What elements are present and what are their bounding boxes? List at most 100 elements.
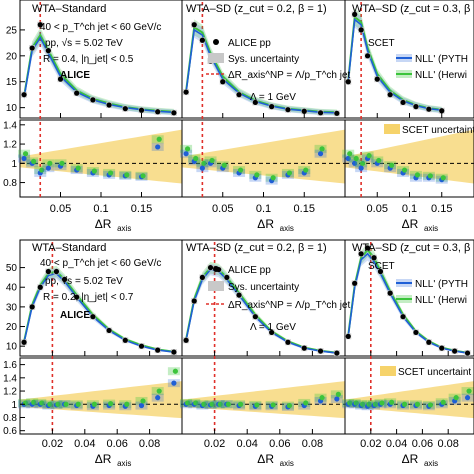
data-point-0-1-10 xyxy=(317,110,324,116)
jet-pt-bottom: 40 < p_T^ch jet < 60 GeV/c xyxy=(40,258,161,269)
x-tick-label-1-2-1: 0.04 xyxy=(386,438,407,450)
data-point-1-2-1 xyxy=(352,280,358,286)
ratio-herwig-point-0-1-2 xyxy=(201,160,207,166)
data-point-1-1-8 xyxy=(269,329,275,336)
data-point-1-1-6 xyxy=(236,292,242,298)
x-axis-label-sub-1-2: axis xyxy=(424,459,438,468)
title-top-middle: WTA–SD (z_cut = 0.2, β = 1) xyxy=(186,3,327,15)
legend-scet-bottom: SCET xyxy=(368,261,395,272)
data-point-0-0-3 xyxy=(45,48,51,54)
ratio-herwig-point-1-2-8 xyxy=(414,401,421,407)
data-point-0-1-8 xyxy=(285,107,291,113)
ratio-y-tick-label-0-1: 1 xyxy=(11,159,17,170)
ratio-y-tick-label-1-1: 0.8 xyxy=(3,413,17,424)
ratio-y-tick-label-0-2: 1.2 xyxy=(3,140,17,151)
ratio-pythia-point-0-2-2 xyxy=(358,165,364,171)
x-tick-label-0-1-2: 0.15 xyxy=(294,203,315,215)
jet-r-top: R = 0.4, |η_jet| < 0.5 xyxy=(43,54,134,65)
ratio-y-tick-label-0-0: 0.8 xyxy=(3,178,17,189)
data-point-1-2-12 xyxy=(464,350,471,356)
x-axis-label-sub-1-1: axis xyxy=(280,459,294,468)
ratio-y-tick-label-1-4: 1.4 xyxy=(3,373,17,384)
ratio-herwig-point-0-1-0 xyxy=(184,146,191,152)
data-point-1-0-1 xyxy=(29,304,35,310)
ratio-herwig-point-0-2-8 xyxy=(427,173,433,179)
ratio-herwig-point-1-1-11 xyxy=(319,395,325,401)
legend-herwig-bottom: NLL' (Herwi xyxy=(415,295,467,306)
scet-band-1-1 xyxy=(182,381,345,419)
experiment-top: ALICE xyxy=(60,70,90,81)
legend-pythia-top: NLL' (PYTH xyxy=(415,54,468,65)
data-point-1-0-5 xyxy=(61,276,68,282)
data-point-1-2-11 xyxy=(452,348,458,354)
ratio-herwig-point-1-2-11 xyxy=(453,395,459,401)
scet-band-0-0 xyxy=(20,129,182,184)
upper-frame-1-1 xyxy=(181,239,346,357)
ratio-pythia-point-1-0-12 xyxy=(171,380,177,386)
experiment-bottom: ALICE xyxy=(60,310,90,321)
ratio-herwig-point-0-1-1 xyxy=(193,155,199,162)
data-point-1-1-1 xyxy=(191,298,197,304)
legend-alice-marker-1 xyxy=(213,266,219,272)
ratio-herwig-point-0-0-3 xyxy=(47,160,53,166)
data-point-0-0-5 xyxy=(74,90,80,96)
title-top-right: WTA–SD (z_cut = 0.3, β = 1) xyxy=(352,3,474,15)
ratio-herwig-point-1-2-1 xyxy=(353,400,359,406)
legend-lambda-top: Λ = 1 GeV xyxy=(250,92,296,103)
ratio-herwig-point-0-2-4 xyxy=(376,157,382,164)
pythia-curve-0-2 xyxy=(347,17,442,111)
data-point-0-2-7 xyxy=(413,104,419,110)
data-point-1-1-10 xyxy=(301,345,307,351)
y-tick-label-1-4: 50 xyxy=(6,263,18,274)
ratio-herwig-point-1-2-2 xyxy=(360,401,366,407)
ratio-herwig-point-0-2-0 xyxy=(347,151,353,157)
ratio-herwig-point-0-0-5 xyxy=(75,165,81,171)
ratio-herwig-point-1-1-10 xyxy=(303,400,309,406)
legend-alice-bottom: ALICE pp xyxy=(228,265,271,276)
x-tick-label-1-1-2: 0.06 xyxy=(269,438,290,450)
x-tick-label-0-2-2: 0.15 xyxy=(431,203,452,215)
data-point-0-0-11 xyxy=(171,110,177,116)
data-point-1-0-12 xyxy=(171,349,177,355)
data-point-1-0-11 xyxy=(155,347,161,353)
data-point-0-2-6 xyxy=(400,99,406,106)
legend-sys-top: Sys. uncertainty xyxy=(228,54,299,65)
ratio-herwig-point-1-1-2 xyxy=(201,401,207,407)
energy-top: pp, √s = 5.02 TeV xyxy=(45,37,123,49)
data-point-0-0-2 xyxy=(37,22,43,28)
ratio-herwig-point-0-2-6 xyxy=(401,167,408,173)
ratio-herwig-point-0-0-9 xyxy=(140,173,146,179)
ratio-herwig-point-1-0-6 xyxy=(75,401,81,407)
data-point-1-2-4 xyxy=(371,255,377,261)
ratio-pythia-point-0-1-2 xyxy=(199,165,205,171)
data-point-0-2-0 xyxy=(345,79,351,85)
data-point-1-0-9 xyxy=(122,337,128,343)
ratio-herwig-point-0-2-2 xyxy=(360,160,366,166)
text-layer: WTA–Standard 40 < p_T^ch jet < 60 GeV/c … xyxy=(32,3,474,378)
ratio-herwig-point-1-0-10 xyxy=(140,398,146,404)
legend-alice-top: ALICE pp xyxy=(228,38,271,49)
ratio-herwig-point-1-0-9 xyxy=(124,401,130,407)
ratio-pythia-point-1-0-10 xyxy=(138,402,145,409)
y-tick-label-1-0: 10 xyxy=(6,342,18,353)
data-point-1-0-2 xyxy=(37,284,43,290)
ratio-herwig-point-0-2-9 xyxy=(440,175,446,181)
ratio-herwig-point-1-1-3 xyxy=(209,401,215,407)
x-tick-label-1-0-2: 0.06 xyxy=(106,438,127,450)
x-tick-label-1-1-3: 0.08 xyxy=(302,438,323,450)
ratio-herwig-point-0-1-4 xyxy=(221,162,227,168)
legend-scet-unc-top: SCET uncertaint xyxy=(402,125,474,136)
data-point-1-0-8 xyxy=(106,327,112,334)
x-tick-label-0-0-1: 0.1 xyxy=(93,203,108,215)
y-tick-label-1-2: 30 xyxy=(6,302,18,313)
x-tick-label-1-1-0: 0.02 xyxy=(204,438,225,450)
scet-band-1-0 xyxy=(20,381,182,419)
ratio-pythia-point-0-1-10 xyxy=(317,151,324,157)
ratio-y-tick-label-0-3: 1.4 xyxy=(3,120,17,131)
legend-sys-swatch-1 xyxy=(208,281,224,291)
ratio-pythia-point-0-2-1 xyxy=(352,160,358,166)
scet-band-0-2 xyxy=(345,129,474,184)
ratio-herwig-point-0-1-9 xyxy=(303,167,309,173)
ratio-herwig-point-0-1-7 xyxy=(270,175,276,181)
ratio-herwig-point-0-0-8 xyxy=(124,172,130,178)
